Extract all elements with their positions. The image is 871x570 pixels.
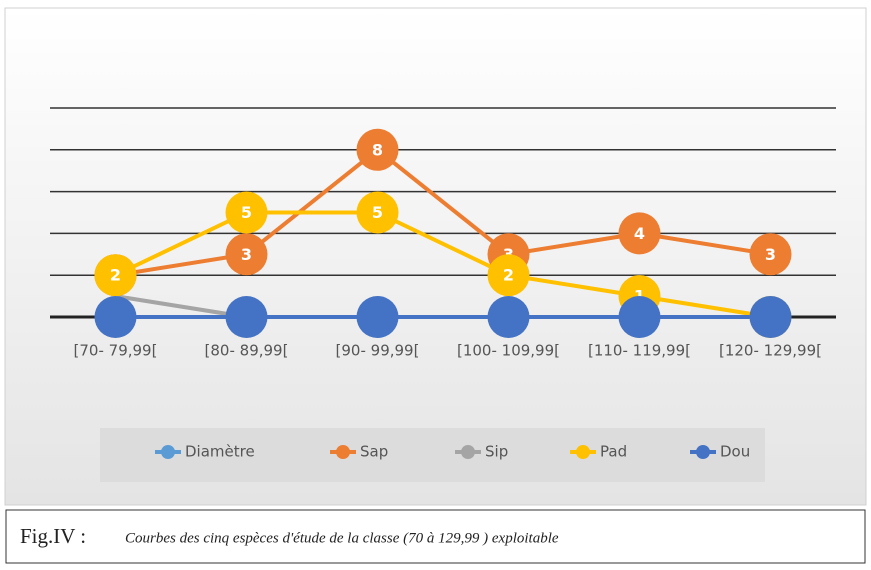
point	[225, 296, 268, 338]
point	[356, 296, 399, 338]
legend-marker	[336, 445, 350, 459]
x-tick-label: [110- 119,99[	[588, 342, 691, 360]
data-label: 4	[634, 224, 645, 243]
legend-label: Diamètre	[185, 443, 255, 461]
series-line	[115, 147, 771, 278]
chart-area	[4, 7, 867, 506]
legend-marker	[576, 445, 590, 459]
caption: Courbes des cinq espèces d'étude de la c…	[125, 530, 559, 546]
x-tick-label: [70- 79,99[	[74, 342, 158, 360]
x-tick-label: [90- 99,99[	[336, 342, 420, 360]
legend-marker	[696, 445, 710, 459]
caption-label: Fig.IV :	[20, 524, 86, 548]
data-label: 3	[241, 245, 252, 264]
point	[487, 296, 530, 338]
data-label: 5	[372, 203, 383, 222]
point	[618, 296, 661, 338]
point	[749, 233, 792, 276]
legend-box	[100, 428, 765, 482]
data-label: 8	[372, 140, 383, 159]
x-tick-label: [100- 109,99[	[457, 342, 560, 360]
point	[618, 212, 661, 255]
data-label: 3	[765, 245, 776, 264]
point	[487, 254, 530, 297]
legend-marker	[461, 445, 475, 459]
legend-marker	[161, 445, 175, 459]
legend-label: Dou	[720, 443, 750, 461]
data-label: 2	[503, 266, 514, 285]
legend-label: Pad	[600, 443, 627, 461]
legend-label: Sap	[360, 443, 388, 461]
data-label: 5	[241, 203, 252, 222]
point	[749, 296, 792, 338]
point	[225, 191, 268, 234]
series-line	[114, 210, 771, 319]
caption-box	[5, 509, 866, 564]
point	[94, 296, 137, 338]
data-label: 2	[110, 266, 121, 285]
legend-label: Sip	[485, 443, 508, 461]
point	[356, 128, 399, 171]
point	[356, 191, 399, 234]
point	[225, 233, 268, 276]
x-tick-label: [80- 89,99[	[205, 342, 289, 360]
x-tick-label: [120- 129,99[	[719, 342, 822, 360]
point	[94, 254, 137, 297]
